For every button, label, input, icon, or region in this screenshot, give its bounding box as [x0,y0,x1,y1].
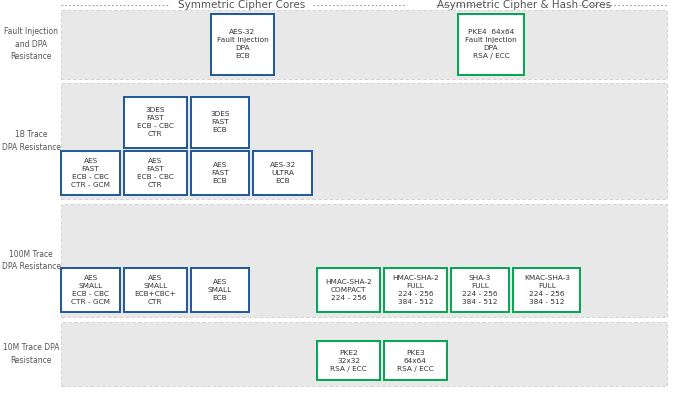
Text: 10M Trace DPA
Resistance: 10M Trace DPA Resistance [3,343,59,365]
Text: KMAC-SHA-3
FULL
224 - 256
384 - 512: KMAC-SHA-3 FULL 224 - 256 384 - 512 [524,275,570,305]
Text: HMAC-SHA-2
FULL
224 - 256
384 - 512: HMAC-SHA-2 FULL 224 - 256 384 - 512 [392,275,439,305]
Text: Symmetric Cipher Cores: Symmetric Cipher Cores [178,0,305,10]
Bar [124,97,187,148]
Bar [124,151,187,195]
Text: PKE2
32x32
RSA / ECC: PKE2 32x32 RSA / ECC [330,349,367,372]
Text: PKE4  64x64
Fault Injection
DPA
RSA / ECC: PKE4 64x64 Fault Injection DPA RSA / ECC [465,29,517,59]
Text: AES-32
ULTRA
ECB: AES-32 ULTRA ECB [270,162,296,184]
Text: AES
SMALL
ECB - CBC
CTR - GCM: AES SMALL ECB - CBC CTR - GCM [71,275,110,305]
Bar [124,268,187,312]
Text: 3DES
FAST
ECB: 3DES FAST ECB [210,111,229,133]
Bar [317,341,380,380]
Bar [61,10,667,79]
Bar [384,341,447,380]
Text: SHA-3
FULL
224 - 256
384 - 512: SHA-3 FULL 224 - 256 384 - 512 [462,275,498,305]
Text: HMAC-SHA-2
COMPACT
224 - 256: HMAC-SHA-2 COMPACT 224 - 256 [326,279,372,301]
Text: AES
SMALL
ECB: AES SMALL ECB [208,279,232,301]
Bar [513,268,580,312]
Bar [61,322,667,386]
Bar [61,268,120,312]
Bar [191,268,249,312]
Text: 100M Trace
DPA Resistance: 100M Trace DPA Resistance [2,250,61,271]
Bar [458,14,524,75]
Bar [191,151,249,195]
Bar [253,151,312,195]
Text: Fault Injection
and DPA
Resistance: Fault Injection and DPA Resistance [4,27,59,61]
Text: 3DES
FAST
ECB - CBC
CTR: 3DES FAST ECB - CBC CTR [137,107,174,137]
Bar [384,268,447,312]
Text: AES
FAST
ECB: AES FAST ECB [211,162,229,184]
Text: 1B Trace
DPA Resistance: 1B Trace DPA Resistance [2,130,61,152]
Text: AES-32
Fault Injection
DPA
ECB: AES-32 Fault Injection DPA ECB [217,29,268,59]
Text: AES
FAST
ECB - CBC
CTR: AES FAST ECB - CBC CTR [137,158,174,188]
Bar [317,268,380,312]
Bar [211,14,274,75]
Text: AES
SMALL
ECB+CBC+
CTR: AES SMALL ECB+CBC+ CTR [134,275,176,305]
Bar [61,204,667,317]
Text: Asymmetric Cipher & Hash Cores: Asymmetric Cipher & Hash Cores [437,0,612,10]
Text: AES
FAST
ECB - CBC
CTR - GCM: AES FAST ECB - CBC CTR - GCM [71,158,110,188]
Bar [451,268,509,312]
Text: PKE3
64x64
RSA / ECC: PKE3 64x64 RSA / ECC [397,349,434,372]
Bar [61,151,120,195]
Bar [61,83,667,199]
Bar [191,97,249,148]
